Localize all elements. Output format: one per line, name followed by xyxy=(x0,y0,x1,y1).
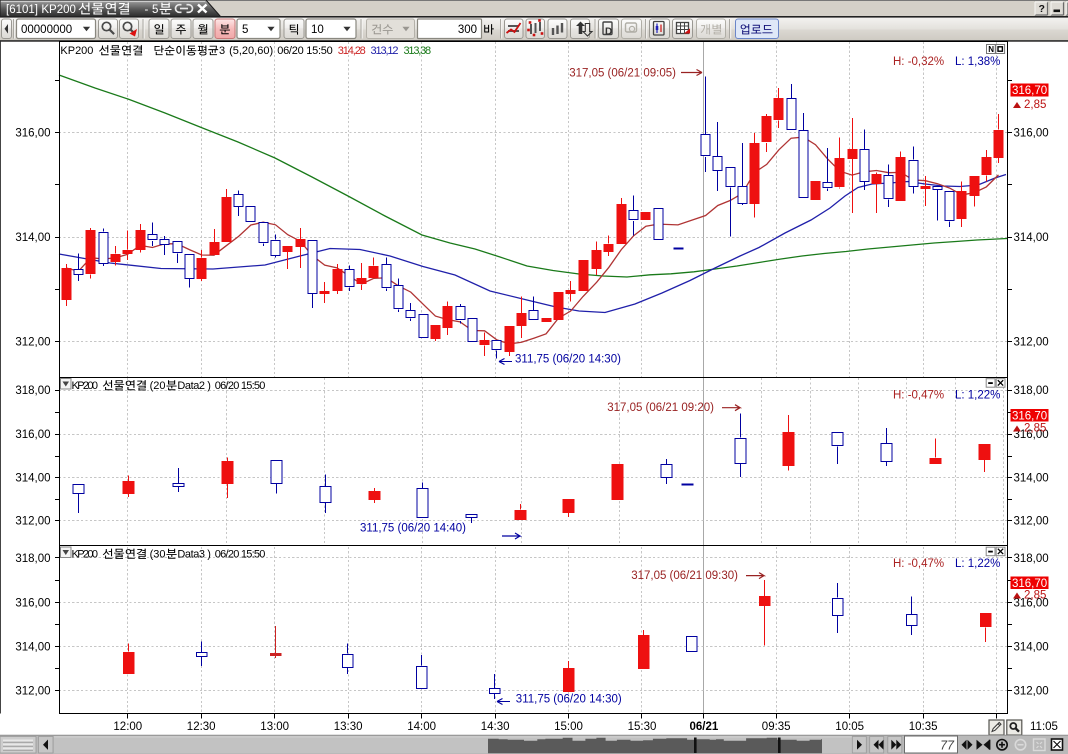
svg-text:[6101]: [6101] xyxy=(6,4,38,16)
svg-text:13:30: 13:30 xyxy=(334,721,363,733)
svg-text:311,75 (06/20 14:40): 311,75 (06/20 14:40) xyxy=(360,522,466,534)
svg-text:KP200: KP200 xyxy=(41,4,76,16)
svg-text:316,00: 316,00 xyxy=(15,128,50,140)
svg-text:KP200: KP200 xyxy=(60,45,93,57)
svg-text:314,28: 314,28 xyxy=(338,45,366,57)
svg-text:316,00: 316,00 xyxy=(15,598,50,610)
svg-text:313,12: 313,12 xyxy=(371,45,399,57)
svg-text:318,00: 318,00 xyxy=(15,553,50,565)
svg-text:3: 3 xyxy=(219,45,225,57)
svg-text:Data2 ): Data2 ) xyxy=(177,380,211,392)
svg-text:14:00: 14:00 xyxy=(407,721,436,733)
svg-text:(5,20,60): (5,20,60) xyxy=(229,45,273,57)
svg-text:N: N xyxy=(988,45,994,54)
svg-text:H: -0,32%: H: -0,32% xyxy=(893,56,944,68)
svg-text:300: 300 xyxy=(458,24,477,36)
svg-text:(30: (30 xyxy=(150,549,166,561)
svg-text:311,75 (06/20 14:30): 311,75 (06/20 14:30) xyxy=(516,694,622,706)
svg-text:312,00: 312,00 xyxy=(1014,686,1049,698)
svg-text:314,00: 314,00 xyxy=(1014,232,1049,244)
svg-text:L: 1,22%: L: 1,22% xyxy=(955,390,1000,402)
svg-text:317,05 (06/21 09:05): 317,05 (06/21 09:05) xyxy=(569,68,676,80)
svg-text:?: ? xyxy=(1039,3,1045,15)
svg-text:2,85: 2,85 xyxy=(1024,590,1046,602)
svg-text:L: 1,38%: L: 1,38% xyxy=(955,56,1000,68)
svg-text:313,38: 313,38 xyxy=(404,45,432,57)
svg-text:00000000: 00000000 xyxy=(21,24,72,36)
svg-text:-: - xyxy=(145,4,149,16)
svg-text:D: D xyxy=(605,27,612,38)
svg-text:12:30: 12:30 xyxy=(187,721,216,733)
svg-text:Data3 ): Data3 ) xyxy=(177,549,211,561)
svg-text:311,75 (06/20 14:30): 311,75 (06/20 14:30) xyxy=(515,354,621,366)
svg-text:15:30: 15:30 xyxy=(628,721,657,733)
svg-text:312,00: 312,00 xyxy=(1014,337,1049,349)
svg-text:09:35: 09:35 xyxy=(762,721,791,733)
svg-text:317,05 (06/21 09:20): 317,05 (06/21 09:20) xyxy=(607,402,714,414)
svg-text:316,00: 316,00 xyxy=(1014,128,1049,140)
svg-text:316,00: 316,00 xyxy=(1014,429,1049,441)
svg-text:5: 5 xyxy=(152,4,158,16)
svg-text:06/20 15:50: 06/20 15:50 xyxy=(277,45,333,57)
svg-text:10:35: 10:35 xyxy=(909,721,938,733)
svg-text:10:05: 10:05 xyxy=(835,721,864,733)
svg-text:314,00: 314,00 xyxy=(15,473,50,485)
svg-text:10: 10 xyxy=(311,24,324,36)
svg-text:316,00: 316,00 xyxy=(15,429,50,441)
svg-text:312,00: 312,00 xyxy=(1014,515,1049,527)
svg-text:317,05 (06/21 09:30): 317,05 (06/21 09:30) xyxy=(631,570,738,582)
svg-text:318,00: 318,00 xyxy=(1014,553,1049,565)
svg-text:15:00: 15:00 xyxy=(554,721,583,733)
svg-text:13:00: 13:00 xyxy=(260,721,289,733)
svg-text:316,70: 316,70 xyxy=(1012,411,1047,423)
svg-text:06/20 15:50: 06/20 15:50 xyxy=(215,549,266,561)
svg-text:L: 1,22%: L: 1,22% xyxy=(955,558,1000,570)
svg-text:314,00: 314,00 xyxy=(1014,641,1049,653)
svg-text:5: 5 xyxy=(242,24,248,36)
svg-text:KP200: KP200 xyxy=(72,380,99,392)
svg-text:12:00: 12:00 xyxy=(113,721,142,733)
svg-text:06/20 15:50: 06/20 15:50 xyxy=(215,380,266,392)
svg-text:316,70: 316,70 xyxy=(1012,85,1047,97)
svg-text:312,00: 312,00 xyxy=(15,337,50,349)
svg-text:2,85: 2,85 xyxy=(1024,99,1046,111)
svg-text:316,00: 316,00 xyxy=(1014,598,1049,610)
svg-text:11:05: 11:05 xyxy=(1030,721,1058,733)
svg-text:318,00: 318,00 xyxy=(15,385,50,397)
svg-text:H: -0,47%: H: -0,47% xyxy=(893,558,944,570)
svg-text:316,70: 316,70 xyxy=(1012,578,1047,590)
svg-text:06/21: 06/21 xyxy=(690,721,719,733)
svg-text:14:30: 14:30 xyxy=(481,721,510,733)
svg-text:312,00: 312,00 xyxy=(15,686,50,698)
svg-text:312,00: 312,00 xyxy=(15,515,50,527)
svg-text:2,85: 2,85 xyxy=(1024,423,1046,435)
svg-text:318,00: 318,00 xyxy=(1014,385,1049,397)
svg-text:KP200: KP200 xyxy=(72,549,99,561)
svg-text:314,00: 314,00 xyxy=(1014,473,1049,485)
svg-text:(20: (20 xyxy=(150,380,166,392)
svg-text:H: -0,47%: H: -0,47% xyxy=(893,390,944,402)
svg-text:77: 77 xyxy=(940,739,955,753)
svg-text:314,00: 314,00 xyxy=(15,641,50,653)
svg-text:314,00: 314,00 xyxy=(15,232,50,244)
